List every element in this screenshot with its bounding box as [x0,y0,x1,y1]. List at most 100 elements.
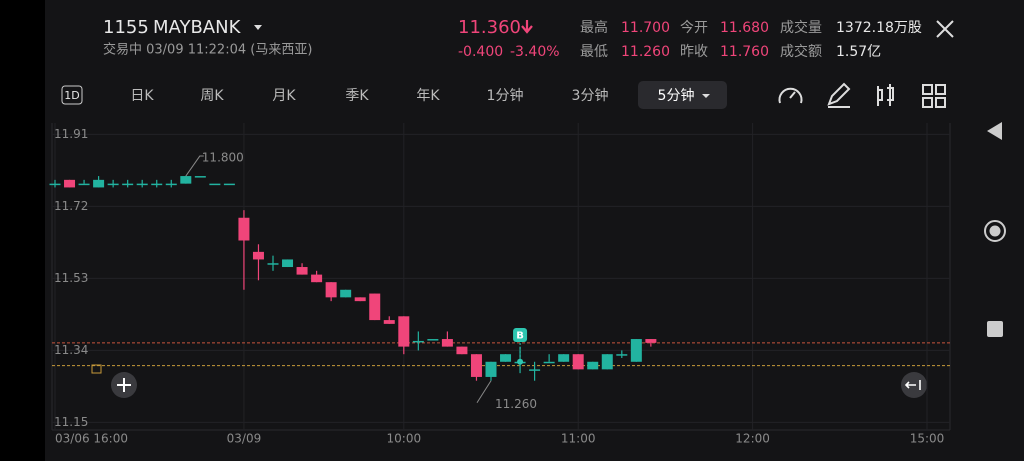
x-tick-label: 03/06 16:00 [55,432,128,446]
interval-tab[interactable]: 周K [200,88,224,104]
candle-body [427,339,439,341]
indicator-icon[interactable] [778,87,803,104]
candle-body [572,354,584,370]
stat-label: 最高 [580,19,608,36]
nav-recent[interactable] [987,321,1003,337]
draw-icon[interactable] [827,82,851,108]
candle-body [107,183,119,186]
layout-icon[interactable] [922,84,946,108]
candle-body [645,339,657,343]
candle-body [529,369,541,371]
stat-value: 1372.18万股 [836,20,922,36]
candle-body [78,183,90,186]
candle-body [383,320,395,324]
nav-back[interactable] [987,122,1002,140]
interval-box[interactable] [61,85,83,105]
annotation-label: 11.800 [202,151,244,165]
stat-label: 成交额 [780,43,822,60]
x-tick-label: 10:00 [387,432,422,446]
candle-body [180,176,192,184]
stat-label: 昨收 [680,44,708,60]
candle-body [601,354,613,370]
interval-tab[interactable]: 3分钟 [572,87,609,104]
candle-body [93,179,105,188]
candle-body [485,361,497,377]
candle-body [194,176,206,178]
candle-body [354,297,366,302]
dropdown-icon[interactable] [254,25,262,30]
stat-value: 1.57亿 [836,44,881,60]
marker-dot [517,358,524,365]
candle-body [252,251,264,260]
annotation-leader [185,155,204,177]
candle-body [543,361,555,364]
candle-body [238,217,250,241]
candle-body [398,316,410,347]
stock-code: 1155 [103,17,149,38]
y-tick-label: 11.34 [54,343,88,357]
interval-tab[interactable]: 季K [345,88,369,104]
nav-home-dot [989,225,1001,237]
return-icon [904,380,921,390]
candle-body [558,354,570,362]
nav-home[interactable] [984,220,1006,242]
candle-icon[interactable] [877,84,894,106]
change: -0.400 [458,44,503,60]
candle-body [223,183,235,186]
annotation-leader [476,380,492,403]
close-button[interactable] [936,20,954,38]
tab-dropdown[interactable] [702,94,710,98]
candle-body [122,183,134,186]
stat-label: 今开 [680,20,708,36]
candle-body [209,183,221,186]
marker-badge[interactable] [513,328,528,342]
change-pct: -3.40% [510,44,560,60]
candle-body [325,282,337,298]
x-tick-label: 12:00 [735,432,770,446]
price: 11.360 [458,17,521,38]
stat-value: 11.680 [720,20,769,36]
candle-body [500,354,512,362]
y-tick-label: 11.15 [54,415,88,429]
annotation-label: 11.260 [495,397,537,411]
interval-tab[interactable]: 月K [272,88,296,104]
y-tick-label: 11.53 [54,271,88,285]
x-tick-label: 15:00 [910,432,945,446]
candle-body [296,267,308,275]
status: 交易中 03/09 11:22:04 (马来西亚) [103,42,312,58]
candle-body [470,354,482,377]
x-tick-label: 11:00 [561,432,596,446]
candle-body [64,179,76,188]
candle-body [456,346,468,355]
interval-tab[interactable]: 5分钟 [658,87,695,104]
interval-tab[interactable]: 1分钟 [487,87,524,104]
candle-body [441,339,453,347]
candle-body [412,340,424,343]
left-bar [0,0,45,461]
stat-value: 11.260 [621,44,670,60]
candle-body [267,263,279,265]
candle-body [616,354,628,356]
candle-body [587,361,599,370]
stat-label: 最低 [580,44,608,60]
selected-tab-bg [638,81,727,109]
stock-name[interactable]: MAYBANK [153,17,242,38]
interval-button[interactable]: 1D [64,89,79,102]
candle-body [630,339,642,362]
candle-body [49,183,61,186]
cost-icon [91,364,102,374]
plus-icon [117,378,131,392]
stat-label: 成交量 [780,19,822,36]
y-tick-label: 11.91 [54,127,88,141]
y-tick-label: 11.72 [54,199,88,213]
candle-body [340,289,352,298]
candle-body [282,259,294,268]
interval-tab[interactable]: 日K [130,88,154,104]
interval-tab[interactable]: 年K [416,88,440,104]
stat-value: 11.760 [720,44,769,60]
x-tick-label: 03/09 [227,432,262,446]
candle-body [311,274,323,283]
stat-value: 11.700 [621,20,670,36]
